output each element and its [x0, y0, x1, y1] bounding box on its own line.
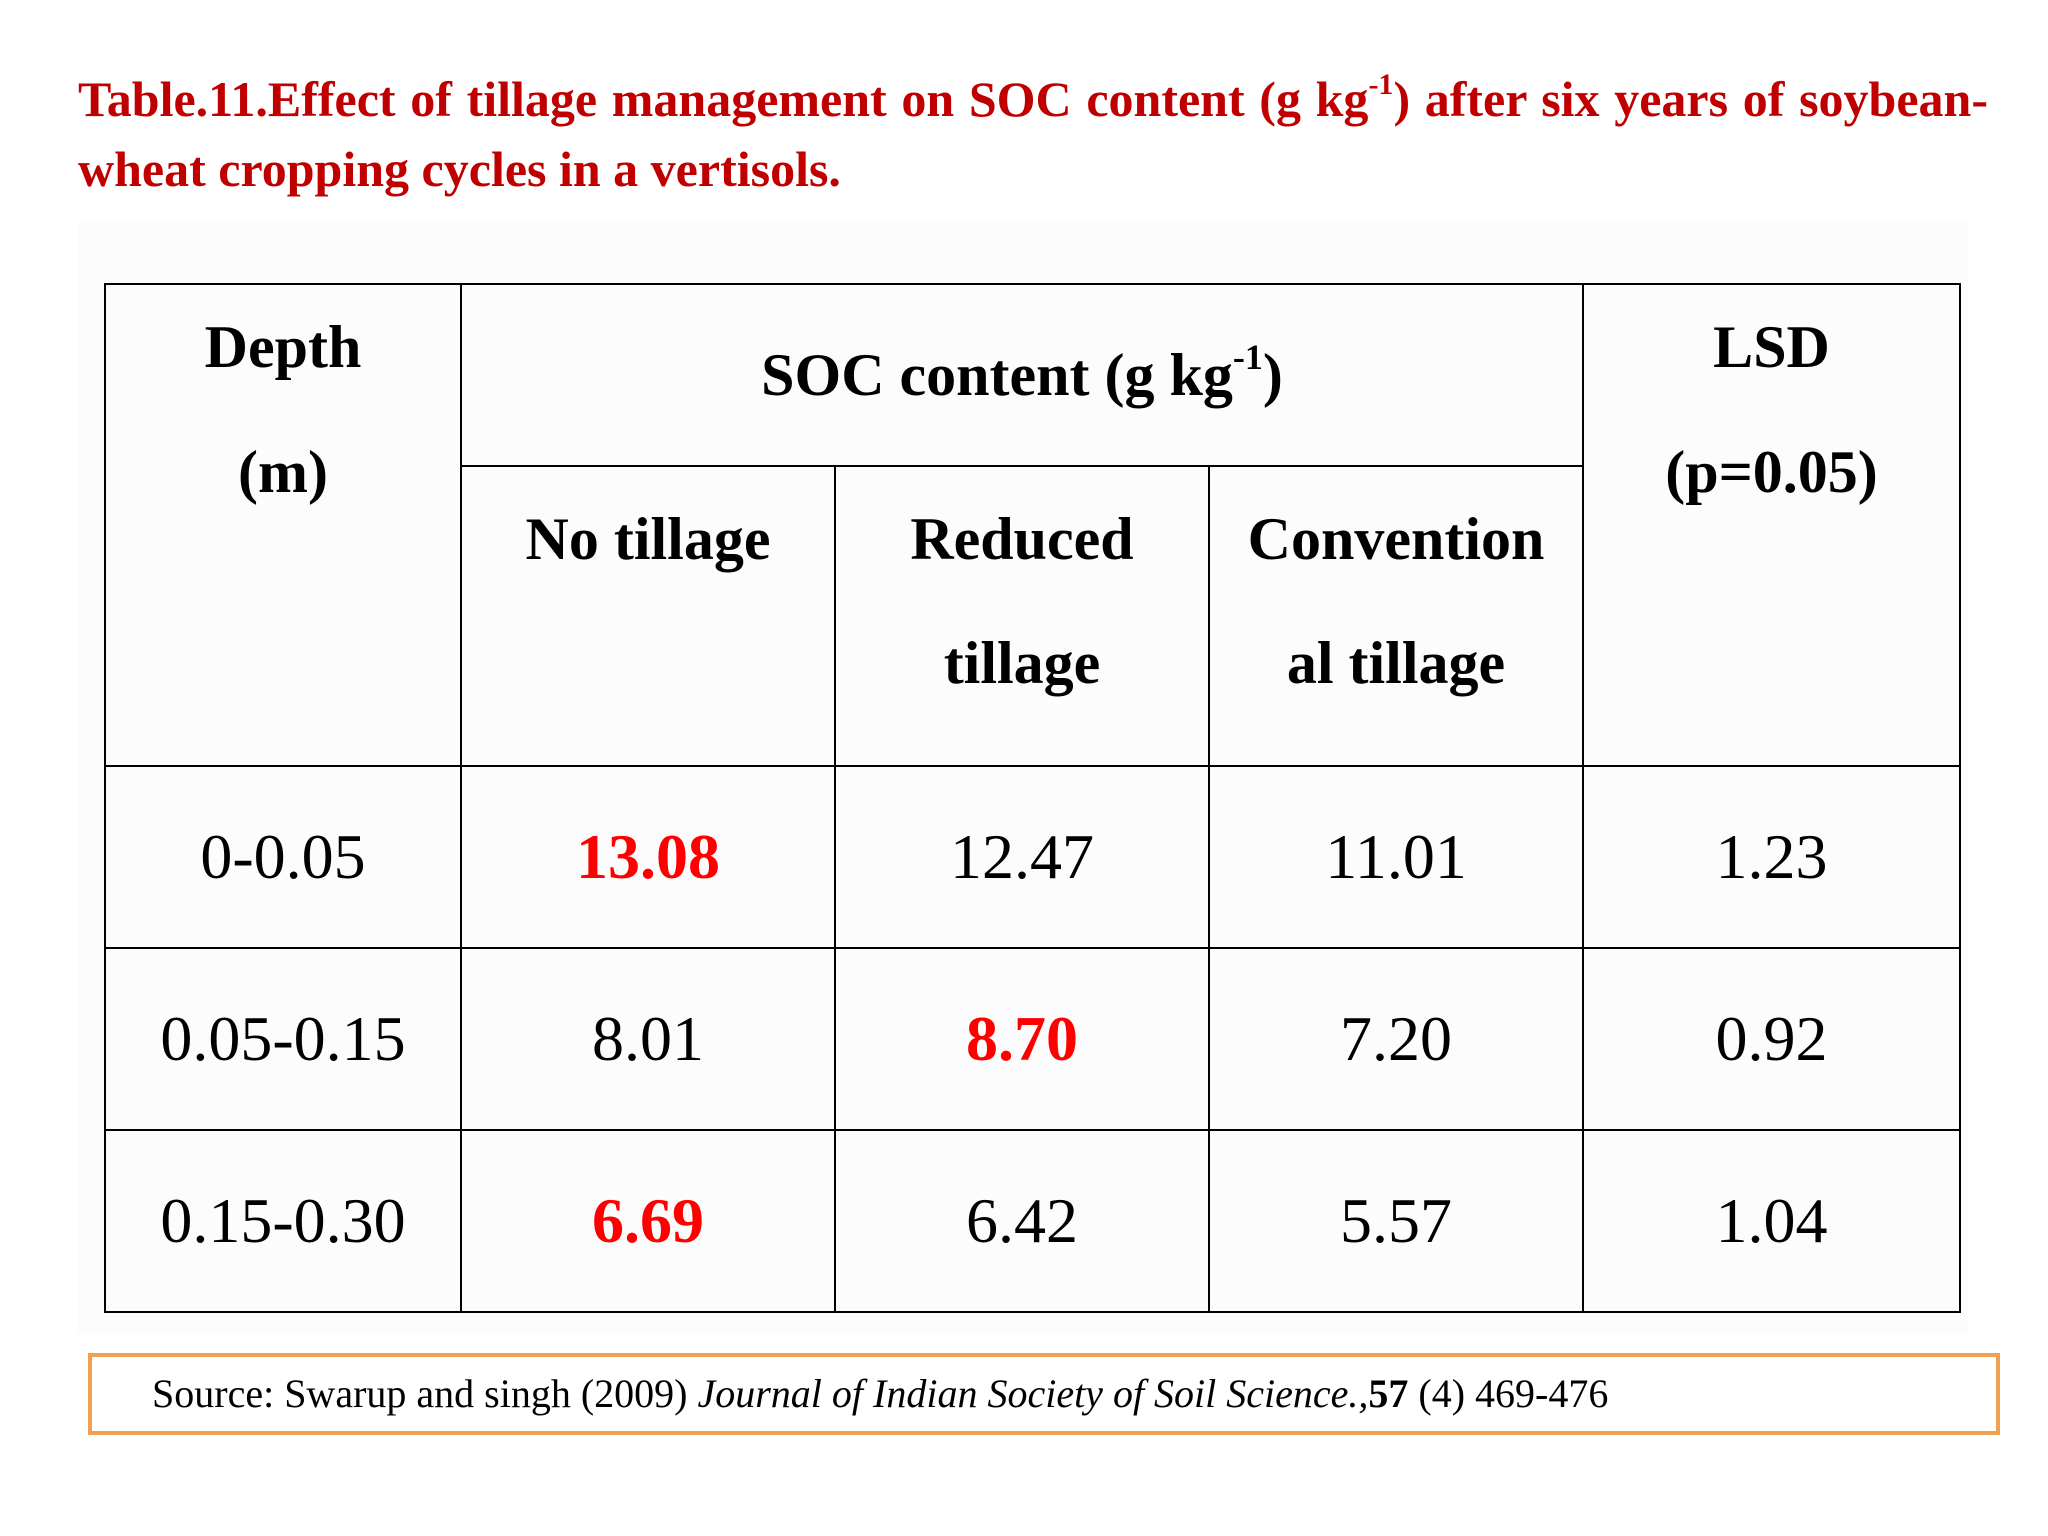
cell-no-tillage: 8.01 [460, 947, 836, 1131]
table-row: 0.15-0.30 6.69 6.42 5.57 1.04 [104, 1129, 1962, 1313]
header-reduced-line1: Reduced [910, 506, 1134, 572]
header-depth: Depth (m) [104, 283, 462, 767]
soc-table: Depth (m) SOC content (g kg-1) LSD (p=0.05… [104, 283, 1962, 1313]
header-conventional-line2: al tillage [1286, 630, 1506, 696]
header-lsd-sub: (p=0.05) [1665, 439, 1878, 505]
cell-depth: 0.05-0.15 [104, 947, 462, 1131]
header-reduced-tillage: Reduced tillage [834, 465, 1210, 767]
table-panel: Depth (m) SOC content (g kg-1) LSD (p=0.05… [78, 222, 1968, 1334]
table-row: 0.05-0.15 8.01 8.70 7.20 0.92 [104, 947, 1962, 1131]
header-soc-superscript: -1 [1232, 336, 1263, 377]
cell-lsd: 1.04 [1582, 1129, 1962, 1313]
header-soc-label: SOC content (g kg [761, 342, 1233, 408]
cell-no-tillage: 13.08 [460, 765, 836, 949]
title-text: Table.11.Effect of tillage management on… [78, 71, 1369, 127]
header-row-sub: No tillage Reduced tillage Convention al t… [105, 465, 1960, 767]
cell-reduced-tillage: 6.42 [834, 1129, 1210, 1313]
cell-conventional-tillage: 7.20 [1207, 947, 1585, 1131]
cell-reduced-tillage: 8.70 [834, 947, 1210, 1131]
header-soc-label-end: ) [1262, 342, 1283, 408]
cell-conventional-tillage: 11.01 [1207, 765, 1585, 949]
cell-lsd: 1.23 [1582, 765, 1962, 949]
header-conventional-line1: Convention [1247, 506, 1545, 572]
cell-depth: 0.15-0.30 [104, 1129, 462, 1313]
header-lsd: LSD (p=0.05) [1582, 283, 1962, 767]
title-text-end: ) after six years of soybean-wheat cropp… [78, 71, 1988, 197]
source-journal: Journal of Indian Society of Soil Scienc… [697, 1371, 1369, 1416]
header-no-tillage-label: No tillage [525, 506, 771, 572]
table-title: Table.11.Effect of tillage management on… [78, 64, 1988, 204]
header-soc-content: SOC content (g kg-1) [459, 283, 1585, 467]
header-no-tillage: No tillage [460, 465, 836, 767]
title-superscript: -1 [1368, 67, 1394, 101]
source-volume: 57 [1368, 1371, 1409, 1416]
header-depth-unit: (m) [238, 439, 328, 505]
header-reduced-line2: tillage [943, 630, 1101, 696]
cell-conventional-tillage: 5.57 [1207, 1129, 1585, 1313]
cell-depth: 0-0.05 [104, 765, 462, 949]
header-row-top: Depth (m) SOC content (g kg-1) LSD (p=0.05… [104, 283, 1962, 767]
cell-no-tillage: 6.69 [460, 1129, 836, 1313]
header-conventional-tillage: Convention al tillage [1207, 465, 1585, 767]
source-prefix: Source: Swarup and singh (2009) [152, 1371, 698, 1416]
cell-lsd: 0.92 [1582, 947, 1962, 1131]
source-pages: (4) 469-476 [1408, 1371, 1609, 1416]
header-depth-label: Depth [204, 314, 362, 380]
table-row: 0-0.05 13.08 12.47 11.01 1.23 [104, 765, 1962, 949]
source-citation: Source: Swarup and singh (2009) Journal … [88, 1353, 2000, 1435]
header-lsd-label: LSD [1713, 314, 1830, 380]
cell-reduced-tillage: 12.47 [834, 765, 1210, 949]
